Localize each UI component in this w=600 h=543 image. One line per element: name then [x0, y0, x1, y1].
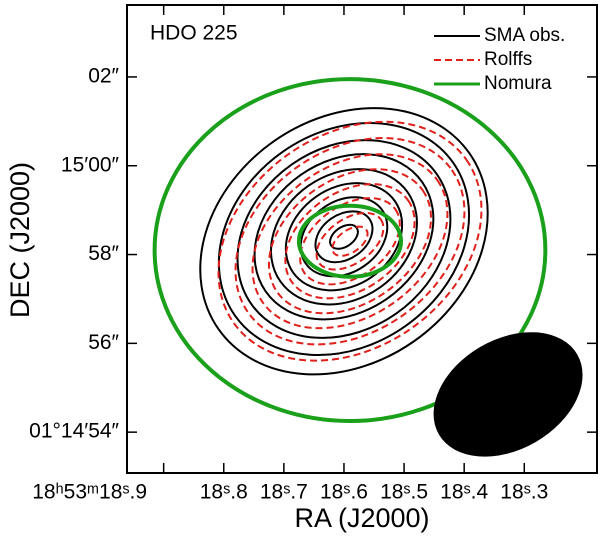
contour — [199, 107, 489, 376]
legend-label: Nomura — [484, 73, 552, 94]
y-tick-label: 02″ — [88, 64, 119, 87]
legend-label: SMA obs. — [484, 25, 565, 46]
contour — [217, 120, 483, 362]
contour — [267, 168, 432, 315]
contour — [299, 196, 389, 278]
plot-area — [152, 77, 583, 457]
contour — [329, 223, 359, 250]
x-tick-label: 18ˢ.5 — [380, 481, 428, 504]
contour — [253, 153, 435, 321]
contour — [251, 153, 449, 330]
contour — [234, 137, 466, 346]
y-axis-label: DEC (J2000) — [5, 162, 35, 318]
beam — [433, 332, 583, 457]
y-tick-label: 15′00″ — [61, 153, 120, 176]
legend-label: Rolffs — [484, 49, 532, 70]
x-tick-label: 18ˢ.8 — [200, 481, 248, 504]
chart-title: HDO 225 — [150, 22, 238, 45]
contour — [284, 182, 404, 292]
contour — [152, 77, 548, 424]
contour — [236, 139, 452, 339]
contour — [331, 225, 369, 257]
y-tick-label: 01°14′54″ — [29, 420, 119, 443]
contour — [284, 183, 416, 300]
contour — [315, 211, 385, 271]
plot-frame — [126, 4, 598, 474]
contour — [299, 197, 401, 286]
y-tick-label: 56″ — [88, 331, 119, 354]
contour — [296, 203, 404, 279]
contour — [314, 210, 374, 264]
y-tick-label: 58″ — [88, 242, 119, 265]
contour — [217, 121, 471, 357]
x-tick-label: 18ˢ.7 — [260, 481, 308, 504]
x-tick-label: 18ˢ.3 — [500, 481, 548, 504]
contour — [270, 168, 418, 306]
x-tick-label: 18ˢ.6 — [320, 481, 368, 504]
x-axis-label: RA (J2000) — [294, 503, 429, 533]
x-tick-label: 18ʰ53ᵐ18ˢ.9 — [32, 481, 147, 504]
x-tick-label: 18ˢ.4 — [440, 481, 488, 504]
